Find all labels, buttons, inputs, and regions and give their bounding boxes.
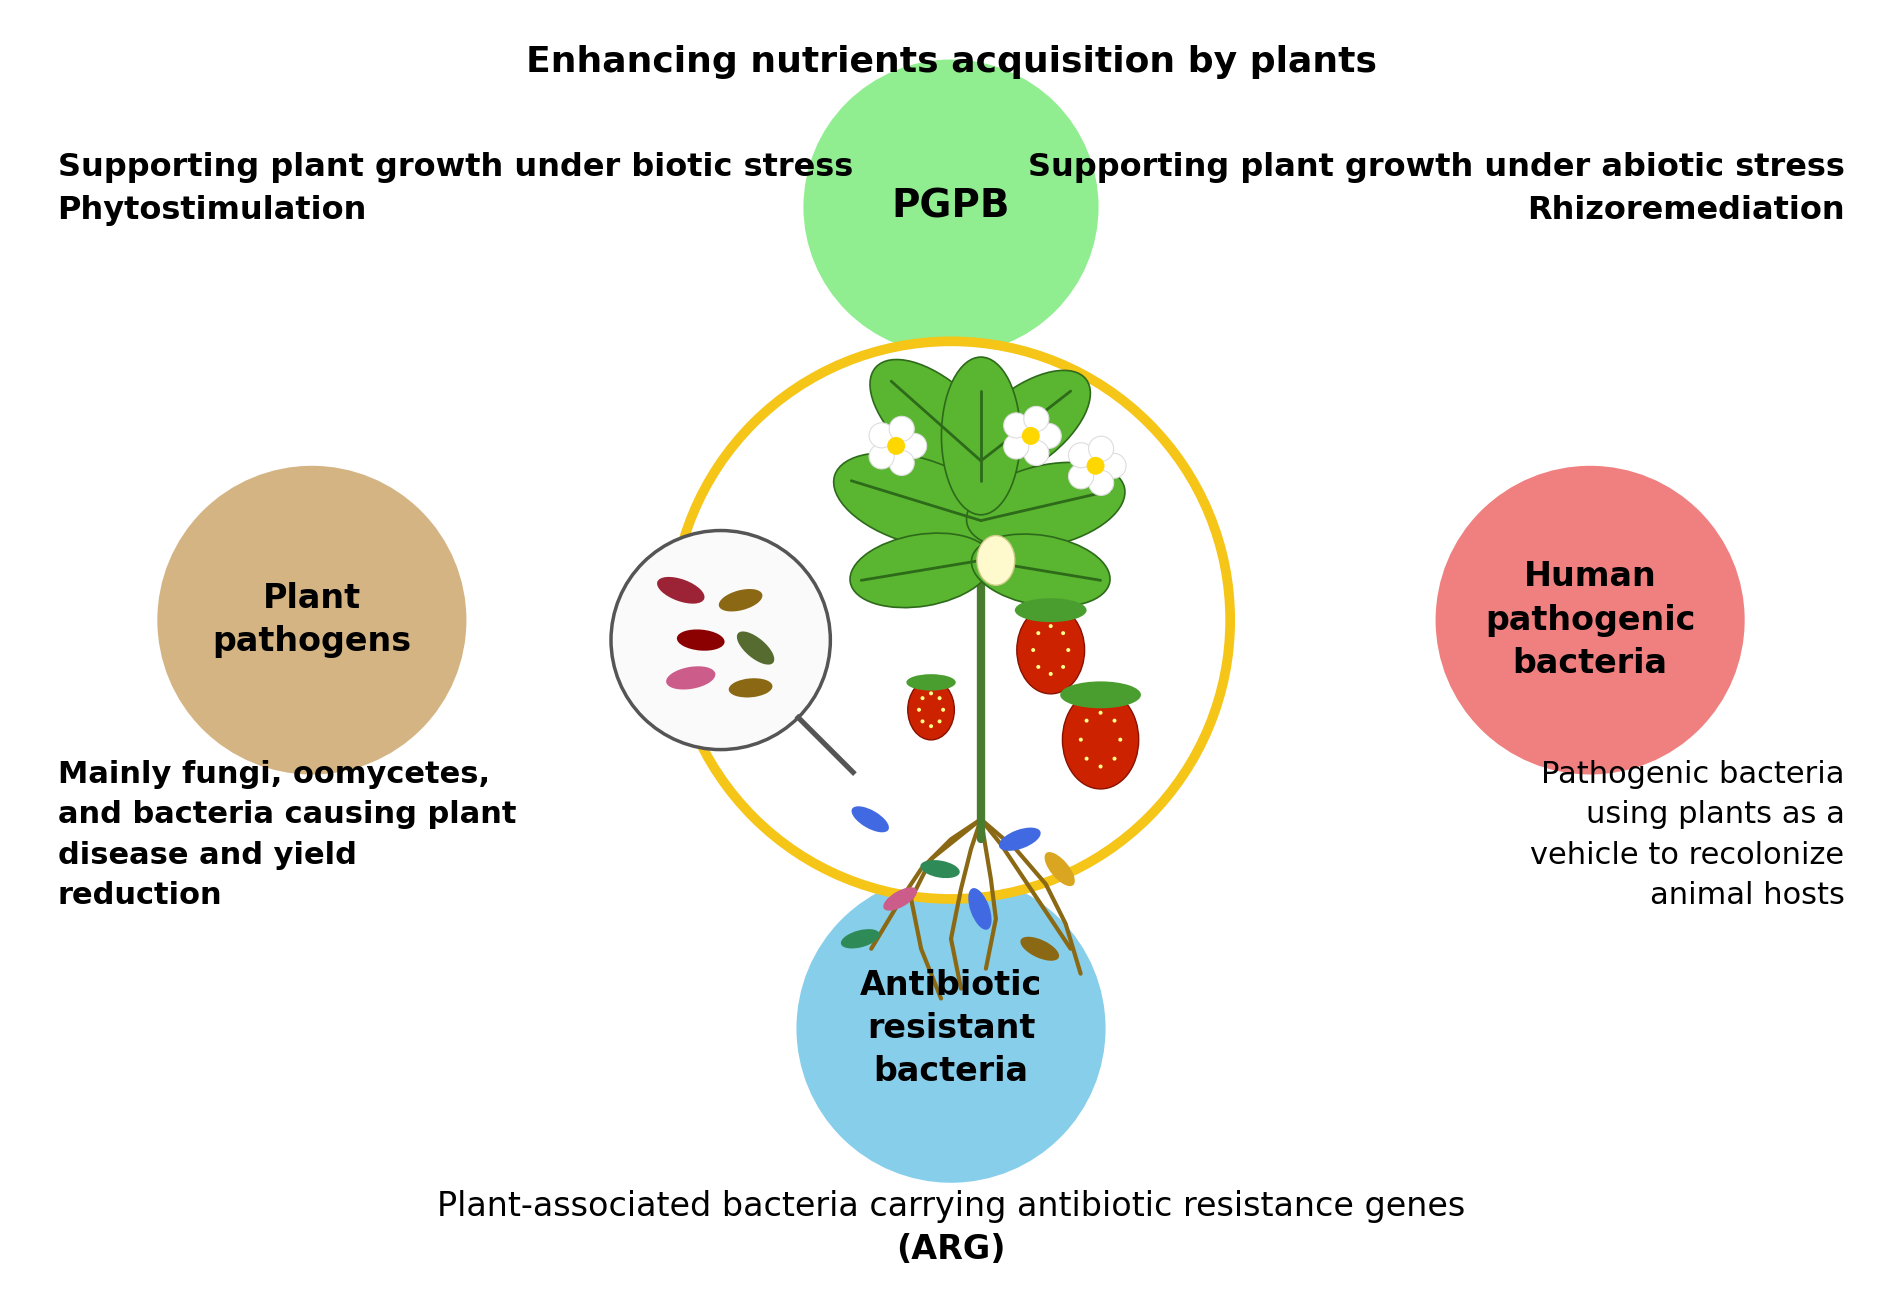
Text: Supporting plant growth under biotic stress
Phytostimulation: Supporting plant growth under biotic str…	[57, 152, 852, 227]
Circle shape	[1099, 765, 1103, 769]
Circle shape	[1113, 719, 1116, 723]
Circle shape	[671, 342, 1231, 899]
Circle shape	[1021, 427, 1040, 445]
Circle shape	[869, 444, 894, 469]
Ellipse shape	[666, 667, 715, 689]
Ellipse shape	[978, 536, 1016, 586]
Circle shape	[1061, 631, 1065, 635]
Text: Plant-associated bacteria carrying antibiotic resistance genes: Plant-associated bacteria carrying antib…	[437, 1189, 1465, 1222]
Circle shape	[1088, 436, 1115, 461]
Circle shape	[1037, 423, 1061, 448]
Circle shape	[1099, 711, 1103, 715]
Circle shape	[1048, 672, 1052, 676]
Ellipse shape	[719, 590, 763, 612]
Ellipse shape	[1044, 852, 1075, 886]
Ellipse shape	[728, 679, 772, 697]
Circle shape	[1069, 464, 1094, 489]
Text: Supporting plant growth under abiotic stress
Rhizoremediation: Supporting plant growth under abiotic st…	[1027, 152, 1845, 227]
Circle shape	[921, 696, 924, 700]
Circle shape	[1113, 757, 1116, 761]
Circle shape	[1078, 738, 1082, 741]
Circle shape	[1037, 631, 1040, 635]
Ellipse shape	[968, 888, 991, 930]
Circle shape	[611, 531, 831, 749]
Circle shape	[1436, 466, 1744, 774]
Ellipse shape	[1063, 690, 1139, 789]
Circle shape	[1086, 457, 1105, 474]
Ellipse shape	[1019, 937, 1059, 960]
Circle shape	[158, 466, 466, 774]
Ellipse shape	[850, 533, 993, 608]
Text: Antibiotic
resistant
bacteria: Antibiotic resistant bacteria	[860, 968, 1042, 1089]
Text: PGPB: PGPB	[892, 187, 1010, 225]
Ellipse shape	[852, 806, 888, 832]
Ellipse shape	[736, 631, 774, 664]
Circle shape	[1004, 413, 1029, 438]
Circle shape	[1023, 406, 1048, 431]
Ellipse shape	[1059, 681, 1141, 709]
Circle shape	[1069, 443, 1094, 468]
Circle shape	[797, 874, 1105, 1183]
Circle shape	[938, 696, 941, 700]
Circle shape	[938, 719, 941, 723]
Circle shape	[1023, 440, 1048, 465]
Circle shape	[1084, 757, 1088, 761]
Ellipse shape	[999, 828, 1040, 850]
Circle shape	[1118, 738, 1122, 741]
Ellipse shape	[841, 929, 879, 948]
Circle shape	[941, 707, 945, 711]
Circle shape	[869, 423, 894, 448]
Circle shape	[921, 719, 924, 723]
Ellipse shape	[907, 675, 955, 690]
Circle shape	[1084, 719, 1088, 723]
Circle shape	[888, 451, 915, 476]
Text: Plant
pathogens: Plant pathogens	[213, 582, 411, 659]
Circle shape	[1048, 624, 1052, 627]
Ellipse shape	[966, 462, 1124, 549]
Circle shape	[888, 417, 915, 441]
Circle shape	[928, 692, 934, 696]
Ellipse shape	[1018, 607, 1084, 694]
Circle shape	[928, 724, 934, 728]
Ellipse shape	[961, 371, 1090, 482]
Circle shape	[1004, 434, 1029, 458]
Ellipse shape	[921, 861, 961, 878]
Circle shape	[803, 59, 1099, 354]
Text: Mainly fungi, oomycetes,
and bacteria causing plant
disease and yield
reduction: Mainly fungi, oomycetes, and bacteria ca…	[57, 760, 515, 910]
Circle shape	[1061, 665, 1065, 669]
Circle shape	[902, 434, 926, 458]
Circle shape	[1101, 453, 1126, 478]
Circle shape	[1067, 648, 1071, 652]
Ellipse shape	[869, 359, 1002, 482]
Circle shape	[886, 438, 905, 455]
Ellipse shape	[972, 534, 1111, 607]
Ellipse shape	[1016, 599, 1086, 622]
Ellipse shape	[941, 358, 1019, 515]
Circle shape	[917, 707, 921, 711]
Ellipse shape	[656, 576, 704, 604]
Ellipse shape	[833, 453, 999, 549]
Text: Pathogenic bacteria
using plants as a
vehicle to recolonize
animal hosts: Pathogenic bacteria using plants as a ve…	[1531, 760, 1845, 910]
Text: Enhancing nutrients acquisition by plants: Enhancing nutrients acquisition by plant…	[525, 45, 1377, 79]
Circle shape	[1037, 665, 1040, 669]
Text: (ARG): (ARG)	[896, 1233, 1006, 1265]
Circle shape	[1031, 648, 1035, 652]
Circle shape	[1088, 470, 1115, 495]
Ellipse shape	[907, 680, 955, 740]
Ellipse shape	[677, 629, 725, 651]
Ellipse shape	[883, 887, 917, 910]
Text: Human
pathogenic
bacteria: Human pathogenic bacteria	[1485, 561, 1695, 680]
